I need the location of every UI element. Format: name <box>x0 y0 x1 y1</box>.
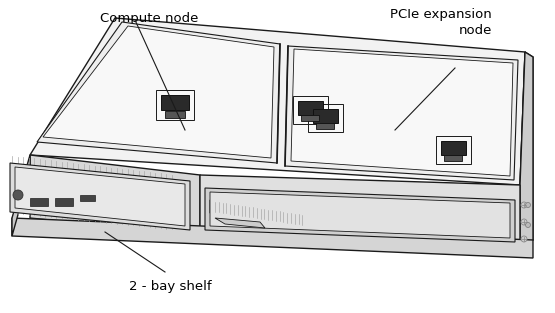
Polygon shape <box>10 163 190 230</box>
Polygon shape <box>15 167 185 226</box>
Text: 2 - bay shelf: 2 - bay shelf <box>129 280 211 293</box>
Bar <box>301 115 319 121</box>
Circle shape <box>521 219 527 225</box>
Polygon shape <box>520 52 533 248</box>
Polygon shape <box>205 188 515 242</box>
Polygon shape <box>291 49 513 176</box>
Bar <box>55 198 73 206</box>
Polygon shape <box>12 218 533 258</box>
Bar <box>444 155 462 161</box>
Circle shape <box>526 203 531 208</box>
Bar <box>161 95 189 110</box>
Text: Compute node: Compute node <box>100 12 198 25</box>
Polygon shape <box>30 18 525 185</box>
Polygon shape <box>43 26 274 158</box>
Polygon shape <box>520 52 533 248</box>
Bar <box>312 109 337 122</box>
Bar <box>436 136 471 164</box>
Polygon shape <box>12 155 30 236</box>
Text: PCIe expansion
node: PCIe expansion node <box>390 8 492 37</box>
Polygon shape <box>210 200 310 228</box>
Polygon shape <box>37 22 280 163</box>
Circle shape <box>13 190 23 200</box>
Bar <box>441 141 466 155</box>
Bar <box>30 198 48 206</box>
Bar <box>292 96 327 124</box>
Bar <box>156 90 194 120</box>
Bar <box>80 195 95 201</box>
Bar <box>297 101 322 115</box>
Bar <box>316 123 334 129</box>
Polygon shape <box>30 155 200 235</box>
Polygon shape <box>215 218 265 228</box>
Bar <box>307 104 342 132</box>
Polygon shape <box>285 46 518 180</box>
Polygon shape <box>200 175 520 248</box>
Circle shape <box>526 223 531 228</box>
Bar <box>165 110 185 117</box>
Circle shape <box>521 202 527 208</box>
Polygon shape <box>210 192 510 238</box>
Circle shape <box>521 236 527 242</box>
